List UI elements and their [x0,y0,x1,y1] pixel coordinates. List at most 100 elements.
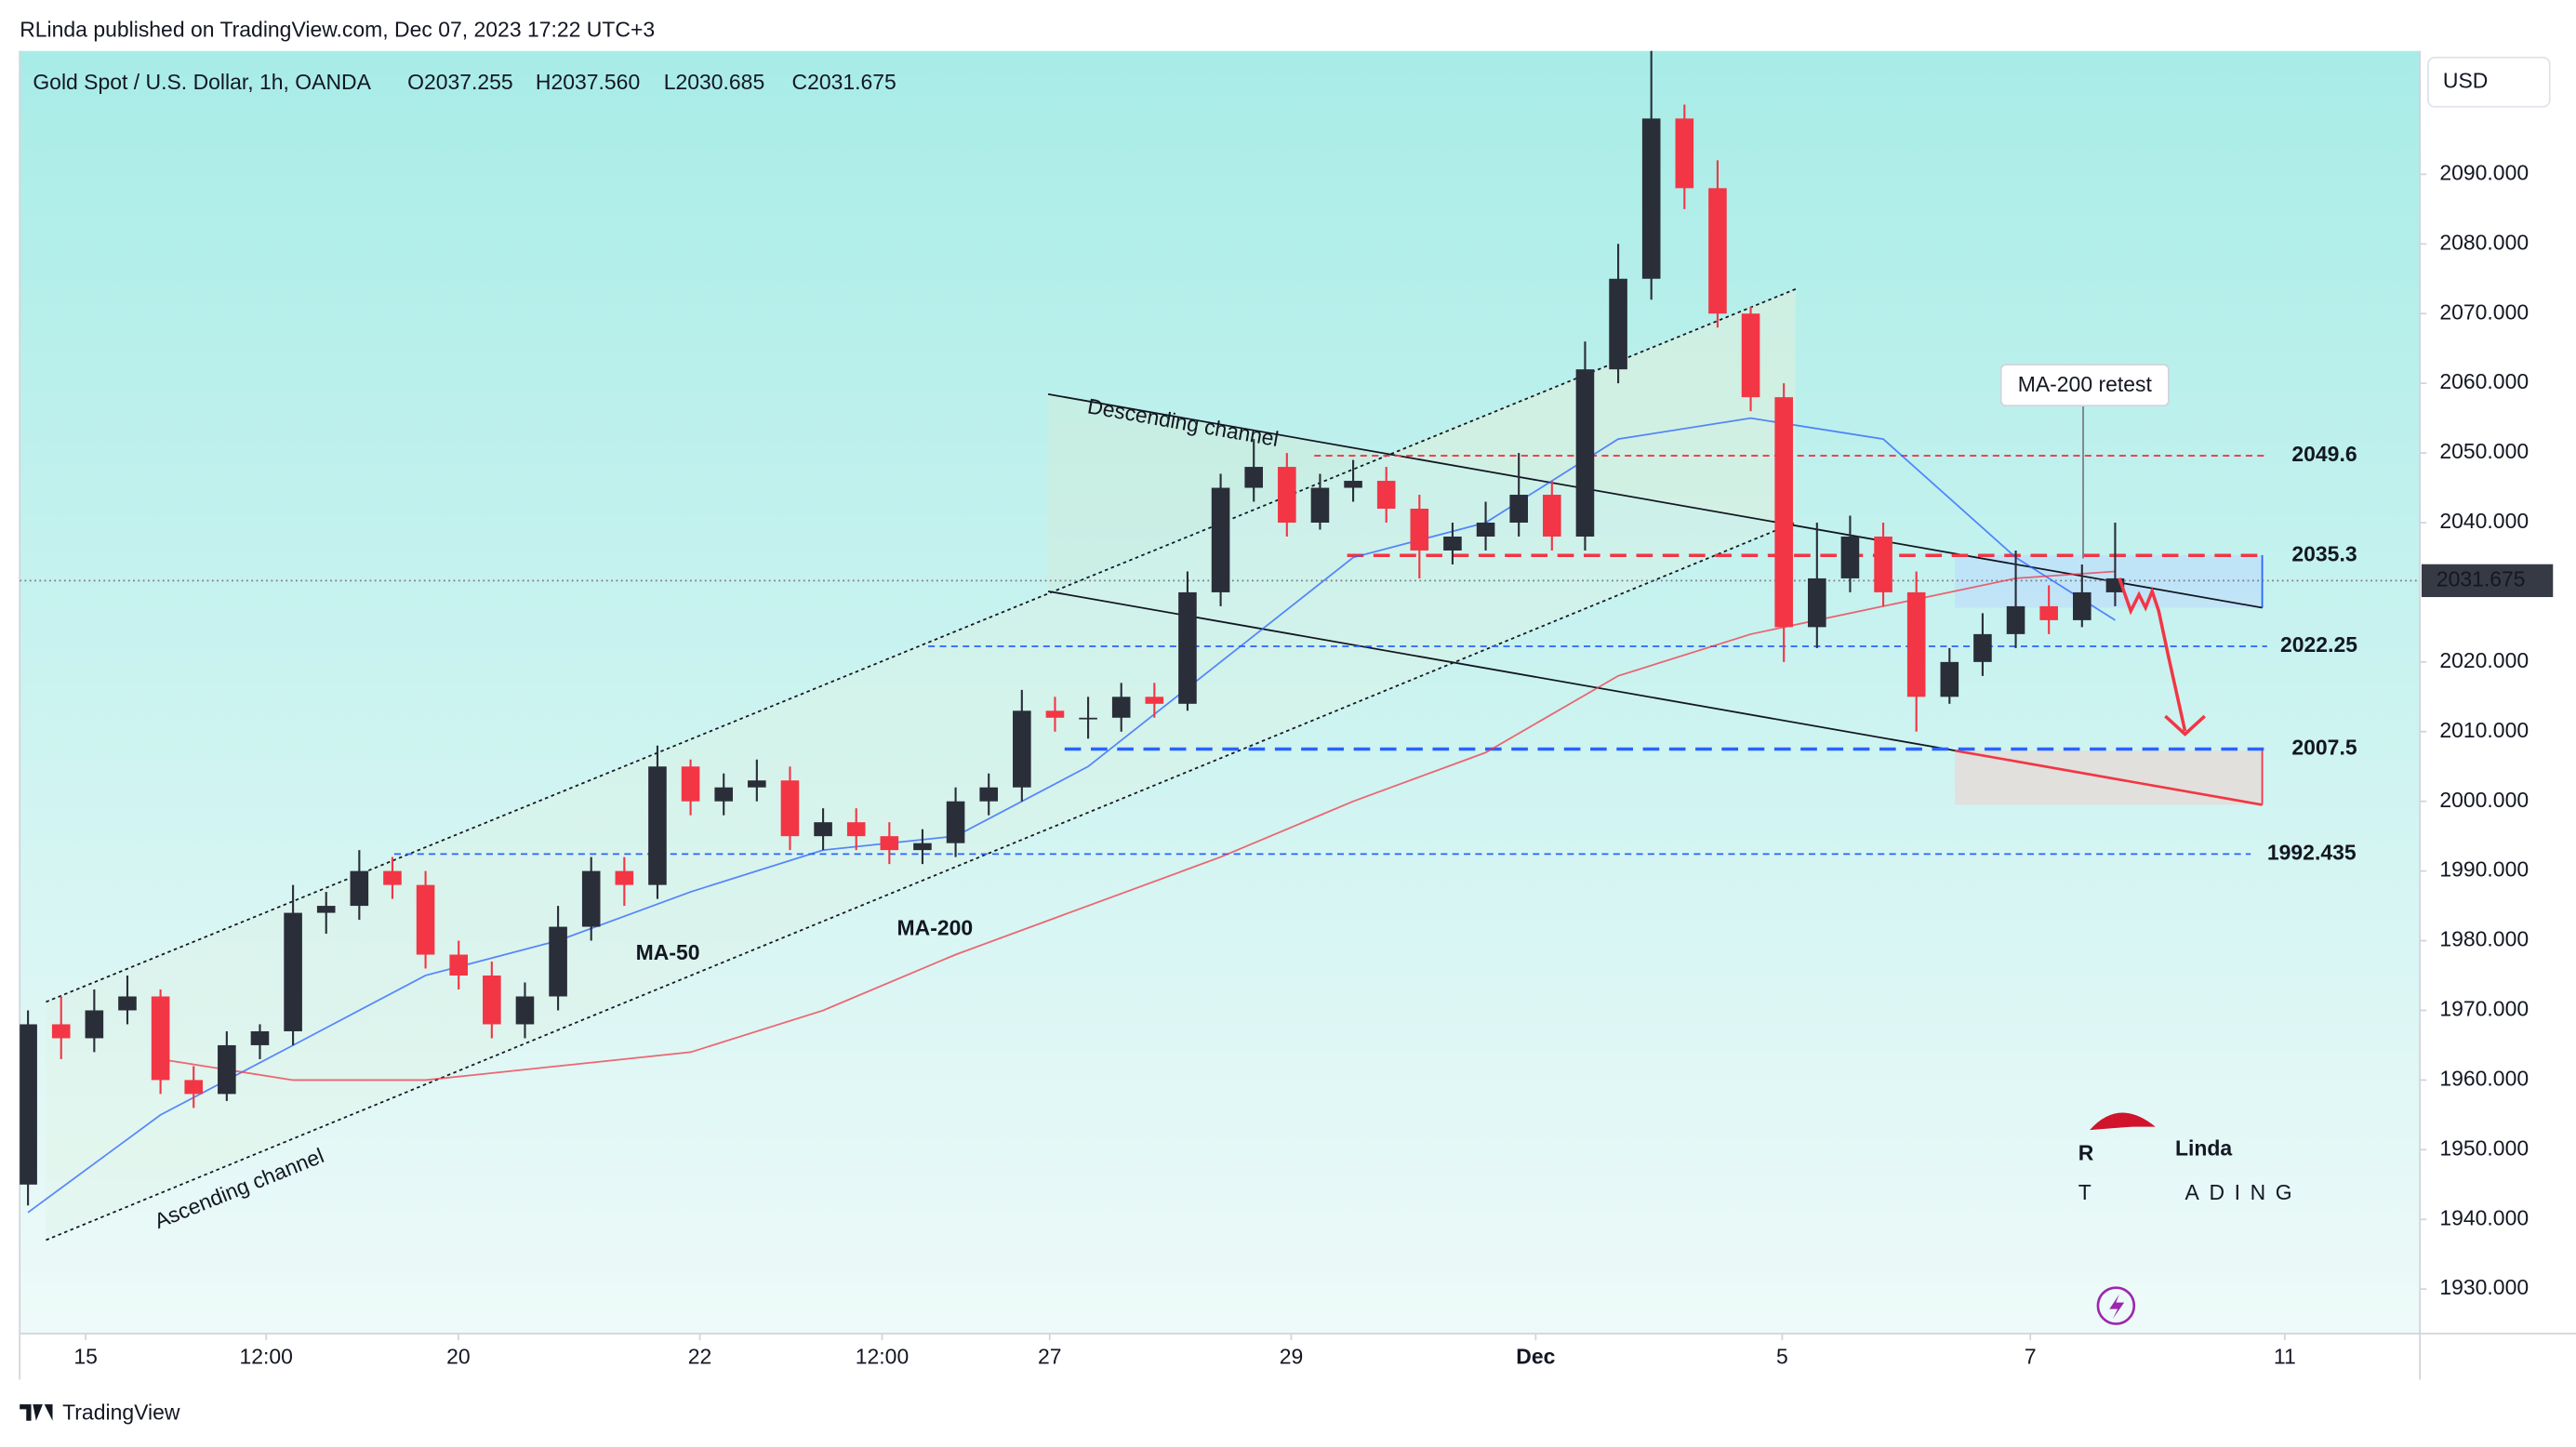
candle-body [913,843,932,851]
candle-body [846,822,866,837]
logo-mark: R [2078,1141,2094,1165]
currency-box[interactable] [2427,56,2551,108]
ohlc-value: C2031.675 [791,70,896,94]
candle-body [1708,188,1727,314]
candle-body [1111,697,1131,718]
candle-body [515,996,535,1025]
candle-body [1376,481,1396,510]
ohlc-value: O2037.255 [407,70,513,94]
candle-body [648,766,667,885]
candle-body [748,780,766,788]
ma-line [27,417,2116,1214]
ma-label: MA-50 [636,940,700,964]
target-line [1955,749,2263,806]
y-tick-label: 2050.000 [2439,439,2529,463]
candle-body [416,884,435,955]
callout: MA-200 retest [2018,372,2153,396]
candle-body [681,766,700,802]
level-label: 2007.5 [2291,736,2357,760]
x-tick-label: 12:00 [240,1345,293,1369]
x-tick-label: Dec [1516,1345,1555,1369]
y-tick-label: 2070.000 [2439,299,2529,324]
candle-body [1741,313,1760,398]
candle-body [979,787,999,802]
x-tick-label: 11 [2274,1345,2296,1369]
candle-body [184,1080,204,1095]
candle-body [1840,536,1860,578]
candle-body [880,836,899,851]
y-tick-label: 2080.000 [2439,230,2529,254]
candle-body [1244,467,1263,488]
x-axis: 15 12:00 20 22 12:00 27 29 Dec 5 7 11 [73,1334,2296,1369]
y-tick-label: 2000.000 [2439,788,2529,812]
ohlc-value: H2037.560 [536,70,640,94]
candle-body [2039,605,2058,620]
level-label: 1992.435 [2267,840,2357,864]
candle-body [1940,661,1959,697]
footer: TradingView [62,1401,180,1425]
candle-body [1808,577,1826,628]
candle-body [1609,278,1627,370]
channel-line [1047,393,2263,609]
candle-body [151,996,170,1081]
level-label: 2049.6 [2291,442,2357,466]
y-tick-label: 1940.000 [2439,1205,2529,1229]
flash-icon[interactable] [2096,1286,2136,1325]
x-tick-label: 29 [1280,1345,1304,1369]
price-plot [20,50,2421,1214]
candle-body [814,822,832,837]
y-tick-label: 2090.000 [2439,160,2529,184]
candle-body [1575,369,1595,537]
y-tick-label: 1990.000 [2439,857,2529,882]
last-price-label: 2031.675 [2437,566,2526,591]
y-tick-label: 1930.000 [2439,1275,2529,1299]
candle-body [1045,710,1065,718]
x-tick-label: 15 [73,1345,98,1369]
ma-label: MA-200 [897,916,974,940]
candle-body [2006,605,2025,634]
level-label: 2022.25 [2280,632,2357,657]
level-label: 2035.3 [2291,541,2357,565]
x-tick-label: 12:00 [856,1345,909,1369]
x-tick-label: 27 [1038,1345,1062,1369]
candle-body [1178,591,1197,704]
candle-body [218,1044,236,1095]
candle-body [549,926,567,997]
chart-title: Gold Spot / U.S. Dollar, 1h, OANDA [33,70,371,94]
candle-body [1079,717,1097,720]
plot-area [20,50,2421,1334]
x-tick-label: 7 [2025,1345,2037,1369]
candle-body [284,912,302,1031]
y-tick-label: 2010.000 [2439,718,2529,742]
x-tick-label: 5 [1776,1345,1788,1369]
y-tick-label: 1960.000 [2439,1066,2529,1090]
logo-rest: ADING [2185,1180,2303,1204]
y-axis: 1930.000 1940.000 1950.000 1960.000 1970.000… [2420,160,2529,1299]
candle-body [1675,118,1694,189]
candle-body [20,1024,37,1185]
candle-body [316,906,336,913]
logo-name: Linda [2175,1135,2232,1160]
y-tick-label: 1950.000 [2439,1135,2529,1160]
candle-body [1641,118,1661,279]
y-tick-label: 1980.000 [2439,927,2529,951]
candle-body [780,780,800,837]
forecast-arrow [2118,577,2206,737]
flash-icon-bolt [2109,1294,2125,1320]
candle-body [1344,481,1362,488]
candle-body [1145,697,1164,704]
candle-body [581,870,601,927]
candle-body [946,801,965,843]
logo-hat [2090,1112,2156,1131]
candle-body [383,870,402,885]
y-tick-label: 2040.000 [2439,509,2529,533]
channel-line [1047,590,1956,752]
candle-body [1973,633,1992,662]
publisher: RLinda published on TradingView.com, Dec… [20,18,655,42]
y-tick-label: 2020.000 [2439,648,2529,672]
ohlc-value: L2030.685 [664,70,765,94]
ohlc-legend: O2037.255 H2037.560 L2030.685 C2031.675 [407,70,896,94]
candle-body [1774,397,1793,628]
candle-body [1443,536,1462,551]
